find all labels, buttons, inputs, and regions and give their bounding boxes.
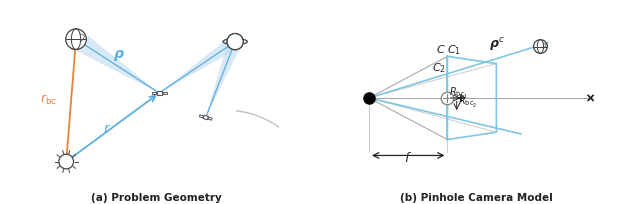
Text: $f$: $f$: [404, 151, 412, 165]
Circle shape: [227, 33, 243, 50]
Polygon shape: [200, 115, 204, 118]
Circle shape: [227, 33, 243, 50]
Text: $\mathbf{\mathit{C}}_1$: $\mathbf{\mathit{C}}_1$: [447, 43, 461, 57]
Polygon shape: [206, 46, 239, 118]
Polygon shape: [203, 115, 209, 120]
Text: $\mathbf{\mathit{C}}_2$: $\mathbf{\mathit{C}}_2$: [431, 61, 445, 75]
Text: $C$: $C$: [436, 43, 446, 55]
Text: $\boldsymbol{\rho}^c$: $\boldsymbol{\rho}^c$: [489, 36, 505, 53]
Text: $r$: $r$: [103, 122, 111, 136]
Polygon shape: [159, 40, 232, 93]
Text: (a) Problem Geometry: (a) Problem Geometry: [92, 193, 222, 203]
Circle shape: [534, 40, 547, 53]
Circle shape: [66, 29, 86, 49]
Text: $R_{\mathrm{bc}_2}$: $R_{\mathrm{bc}_2}$: [458, 95, 477, 110]
Polygon shape: [208, 117, 212, 120]
Text: $r_{\mathrm{bc}}$: $r_{\mathrm{bc}}$: [40, 93, 57, 107]
Polygon shape: [157, 91, 162, 95]
Text: $R_{\mathrm{bc}_1}$: $R_{\mathrm{bc}_1}$: [449, 86, 468, 101]
Text: $\boldsymbol{\rho}$: $\boldsymbol{\rho}$: [113, 48, 124, 63]
Circle shape: [59, 154, 74, 169]
Polygon shape: [152, 92, 156, 94]
Polygon shape: [163, 92, 167, 94]
Text: (b) Pinhole Camera Model: (b) Pinhole Camera Model: [401, 193, 553, 203]
Polygon shape: [78, 36, 159, 93]
